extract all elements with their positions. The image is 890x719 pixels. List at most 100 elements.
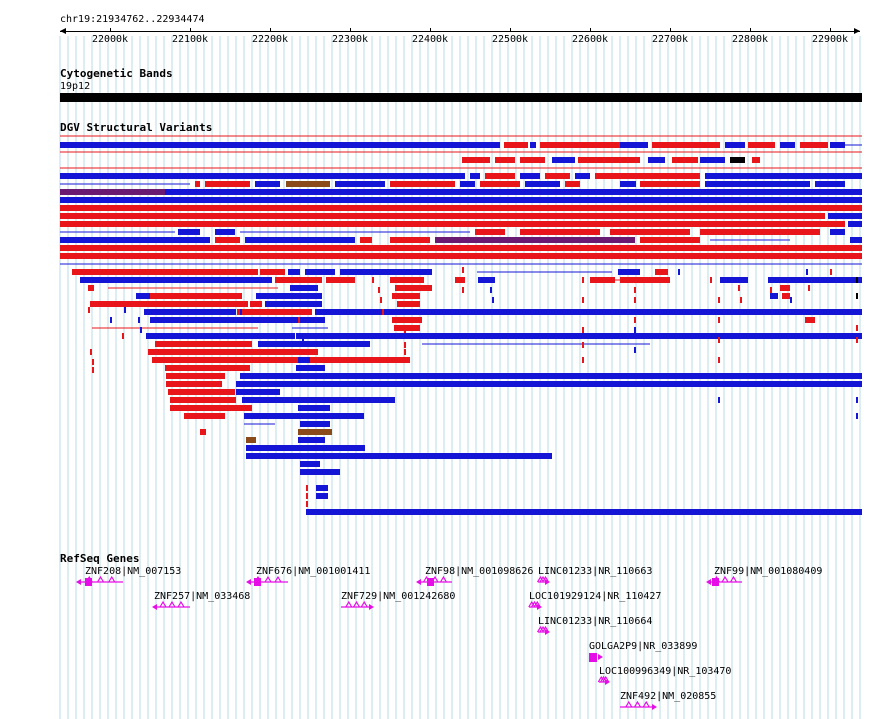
sv-feature: [92, 367, 94, 373]
gene-label[interactable]: ZNF208|NM_007153: [85, 566, 182, 577]
sv-feature: [240, 373, 862, 379]
sv-feature: [805, 317, 815, 323]
sv-feature: [806, 269, 808, 275]
sv-feature: [122, 333, 124, 339]
sv-feature: [620, 181, 636, 187]
gene-glyph: [536, 625, 550, 635]
sv-feature: [60, 197, 862, 203]
ruler-tick-mark: [350, 28, 351, 32]
gene-label[interactable]: ZNF257|NM_033468: [154, 591, 251, 602]
gene-label[interactable]: ZNF729|NM_001242680: [341, 591, 456, 602]
sv-feature: [520, 229, 600, 235]
sv-feature: [300, 461, 320, 467]
sv-feature: [290, 285, 318, 291]
gene-glyph: [597, 675, 610, 685]
sv-feature: [856, 397, 858, 403]
sv-feature: [315, 309, 862, 315]
sv-feature: [152, 357, 410, 363]
sv-feature: [850, 237, 862, 243]
sv-feature: [830, 269, 832, 275]
sv-feature: [504, 142, 528, 148]
sv-feature: [166, 373, 225, 379]
gene-label[interactable]: ZNF492|NM_020855: [620, 691, 717, 702]
ruler-tick-label: 22300k: [331, 34, 369, 45]
sv-feature: [770, 287, 772, 293]
gene-glyph: [416, 575, 452, 586]
sv-feature: [326, 277, 355, 283]
sv-feature: [296, 333, 862, 339]
sv-feature: [780, 285, 790, 291]
gene-glyph: [589, 653, 597, 662]
sv-feature: [246, 445, 365, 451]
sv-feature: [720, 277, 748, 283]
gene-label[interactable]: LINC01233|NR_110664: [538, 616, 653, 627]
gene-label[interactable]: LINC01233|NR_110663: [538, 566, 653, 577]
sv-feature: [856, 325, 858, 331]
sv-feature: [718, 357, 720, 363]
sv-feature: [236, 389, 280, 395]
sv-feature: [462, 267, 464, 273]
ruler-tick-label: 22700k: [651, 34, 689, 45]
gene-label[interactable]: ZNF676|NM_001001411: [256, 566, 371, 577]
sv-feature: [60, 253, 862, 259]
sv-feature: [170, 397, 236, 403]
sv-feature: [178, 229, 200, 235]
sv-feature: [480, 181, 520, 187]
sv-feature: [298, 405, 330, 411]
sv-feature: [525, 181, 560, 187]
sv-feature: [245, 237, 355, 243]
sv-feature: [80, 277, 272, 283]
sv-feature: [236, 381, 862, 387]
cytoband-bar[interactable]: [60, 93, 862, 102]
gene-glyph: [620, 700, 657, 710]
sv-feature: [300, 421, 330, 427]
sv-feature: [258, 341, 370, 347]
sv-feature: [490, 287, 492, 293]
sv-feature: [575, 173, 590, 179]
sv-feature: [246, 437, 256, 443]
sv-feature: [397, 301, 420, 307]
sv-feature: [60, 245, 862, 251]
sv-feature: [830, 229, 845, 235]
sv-feature: [150, 293, 242, 299]
sv-feature: [340, 269, 432, 275]
sv-feature: [392, 317, 422, 323]
sv-feature: [475, 229, 505, 235]
track-title-refseq-genes[interactable]: RefSeq Genes: [60, 552, 140, 565]
sv-feature: [250, 301, 262, 307]
sv-feature: [634, 327, 636, 333]
sv-feature: [856, 337, 858, 343]
sv-feature: [90, 301, 248, 307]
ruler-tick-mark: [830, 28, 831, 32]
ruler-tick-label: 22900k: [811, 34, 849, 45]
gene-label[interactable]: GOLGA2P9|NR_033899: [589, 641, 698, 652]
sv-feature: [725, 142, 745, 148]
gene-glyph: [246, 575, 288, 586]
sv-feature: [256, 293, 322, 299]
sv-feature: [520, 157, 545, 163]
gene-label[interactable]: ZNF99|NM_001080409: [714, 566, 823, 577]
sv-feature: [582, 327, 584, 333]
sv-feature: [302, 337, 304, 343]
sv-feature: [768, 277, 862, 283]
sv-feature: [462, 287, 464, 293]
gene-label[interactable]: ZNF98|NM_001098626: [425, 566, 534, 577]
ruler-tick-label: 22800k: [731, 34, 769, 45]
sv-feature: [404, 349, 406, 355]
gene-label[interactable]: LOC100996349|NR_103470: [599, 666, 732, 677]
sv-feature: [390, 181, 455, 187]
track-title-dgv-structural-variants[interactable]: DGV Structural Variants: [60, 121, 213, 134]
sv-feature: [520, 173, 540, 179]
track-title-cytogenetic-bands[interactable]: Cytogenetic Bands: [60, 67, 173, 80]
gene-label[interactable]: LOC101929124|NR_110427: [529, 591, 662, 602]
sv-feature: [380, 297, 382, 303]
sv-feature: [808, 285, 810, 291]
sv-feature: [237, 309, 312, 315]
sv-feature: [634, 317, 636, 323]
ruler-tick-label: 22100k: [171, 34, 209, 45]
sv-feature: [705, 173, 862, 179]
sv-feature: [144, 309, 236, 315]
sv-feature: [640, 237, 700, 243]
